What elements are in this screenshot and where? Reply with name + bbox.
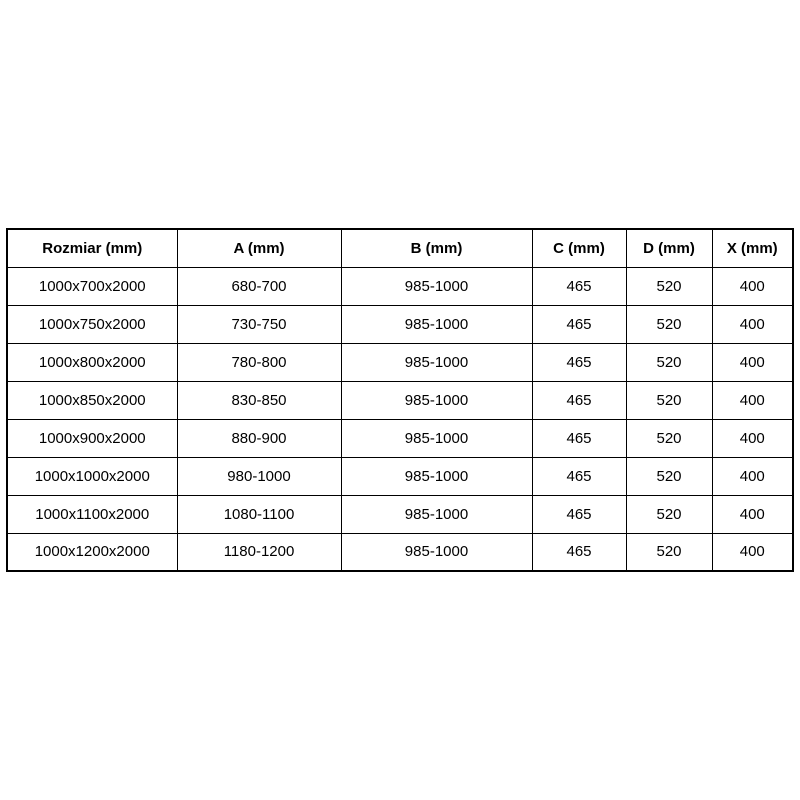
table-cell-rozmiar: 1000x1000x2000 [6,456,178,496]
header-cell-c: C (mm) [531,228,627,268]
header-cell-d: D (mm) [625,228,713,268]
table-cell-d: 520 [625,456,713,496]
table-cell-a: 730-750 [176,304,342,344]
table-cell-d: 520 [625,342,713,382]
table-cell-c: 465 [531,266,627,306]
table-row: 1000x750x2000 730-750 985-1000 465 520 4… [6,304,794,344]
header-cell-x: X (mm) [711,228,794,268]
table-row: 1000x900x2000 880-900 985-1000 465 520 4… [6,418,794,458]
table-cell-b: 985-1000 [340,532,533,572]
table-cell-rozmiar: 1000x700x2000 [6,266,178,306]
table-cell-x: 400 [711,342,794,382]
table-cell-a: 1180-1200 [176,532,342,572]
header-cell-a: A (mm) [176,228,342,268]
size-table-container: Rozmiar (mm) A (mm) B (mm) C (mm) D (mm)… [6,228,794,572]
table-cell-a: 680-700 [176,266,342,306]
table-cell-rozmiar: 1000x1200x2000 [6,532,178,572]
table-cell-x: 400 [711,266,794,306]
table-cell-d: 520 [625,418,713,458]
header-cell-b: B (mm) [340,228,533,268]
header-row: Rozmiar (mm) A (mm) B (mm) C (mm) D (mm)… [6,228,794,268]
table-cell-a: 830-850 [176,380,342,420]
table-row: 1000x1100x2000 1080-1100 985-1000 465 52… [6,494,794,534]
table-cell-c: 465 [531,494,627,534]
table-cell-b: 985-1000 [340,494,533,534]
table-cell-rozmiar: 1000x1100x2000 [6,494,178,534]
table-cell-x: 400 [711,418,794,458]
table-cell-c: 465 [531,456,627,496]
table-cell-c: 465 [531,342,627,382]
table-cell-x: 400 [711,494,794,534]
table-cell-d: 520 [625,266,713,306]
table-cell-c: 465 [531,304,627,344]
table-cell-d: 520 [625,494,713,534]
table-cell-a: 1080-1100 [176,494,342,534]
table-cell-x: 400 [711,456,794,496]
table-cell-b: 985-1000 [340,456,533,496]
table-row: 1000x1000x2000 980-1000 985-1000 465 520… [6,456,794,496]
table-cell-rozmiar: 1000x850x2000 [6,380,178,420]
table-cell-b: 985-1000 [340,380,533,420]
table-cell-b: 985-1000 [340,342,533,382]
table-cell-d: 520 [625,304,713,344]
table-cell-b: 985-1000 [340,418,533,458]
table-row: 1000x700x2000 680-700 985-1000 465 520 4… [6,266,794,306]
size-table: Rozmiar (mm) A (mm) B (mm) C (mm) D (mm)… [6,228,794,572]
table-cell-a: 780-800 [176,342,342,382]
table-cell-a: 980-1000 [176,456,342,496]
table-cell-c: 465 [531,380,627,420]
table-cell-d: 520 [625,380,713,420]
table-cell-a: 880-900 [176,418,342,458]
table-cell-rozmiar: 1000x900x2000 [6,418,178,458]
table-row: 1000x800x2000 780-800 985-1000 465 520 4… [6,342,794,382]
table-cell-x: 400 [711,532,794,572]
table-cell-x: 400 [711,380,794,420]
table-cell-rozmiar: 1000x750x2000 [6,304,178,344]
table-row: 1000x850x2000 830-850 985-1000 465 520 4… [6,380,794,420]
table-cell-c: 465 [531,418,627,458]
table-cell-x: 400 [711,304,794,344]
table-cell-d: 520 [625,532,713,572]
table-row: 1000x1200x2000 1180-1200 985-1000 465 52… [6,532,794,572]
table-cell-b: 985-1000 [340,266,533,306]
header-cell-rozmiar: Rozmiar (mm) [6,228,178,268]
table-cell-c: 465 [531,532,627,572]
table-cell-b: 985-1000 [340,304,533,344]
table-cell-rozmiar: 1000x800x2000 [6,342,178,382]
